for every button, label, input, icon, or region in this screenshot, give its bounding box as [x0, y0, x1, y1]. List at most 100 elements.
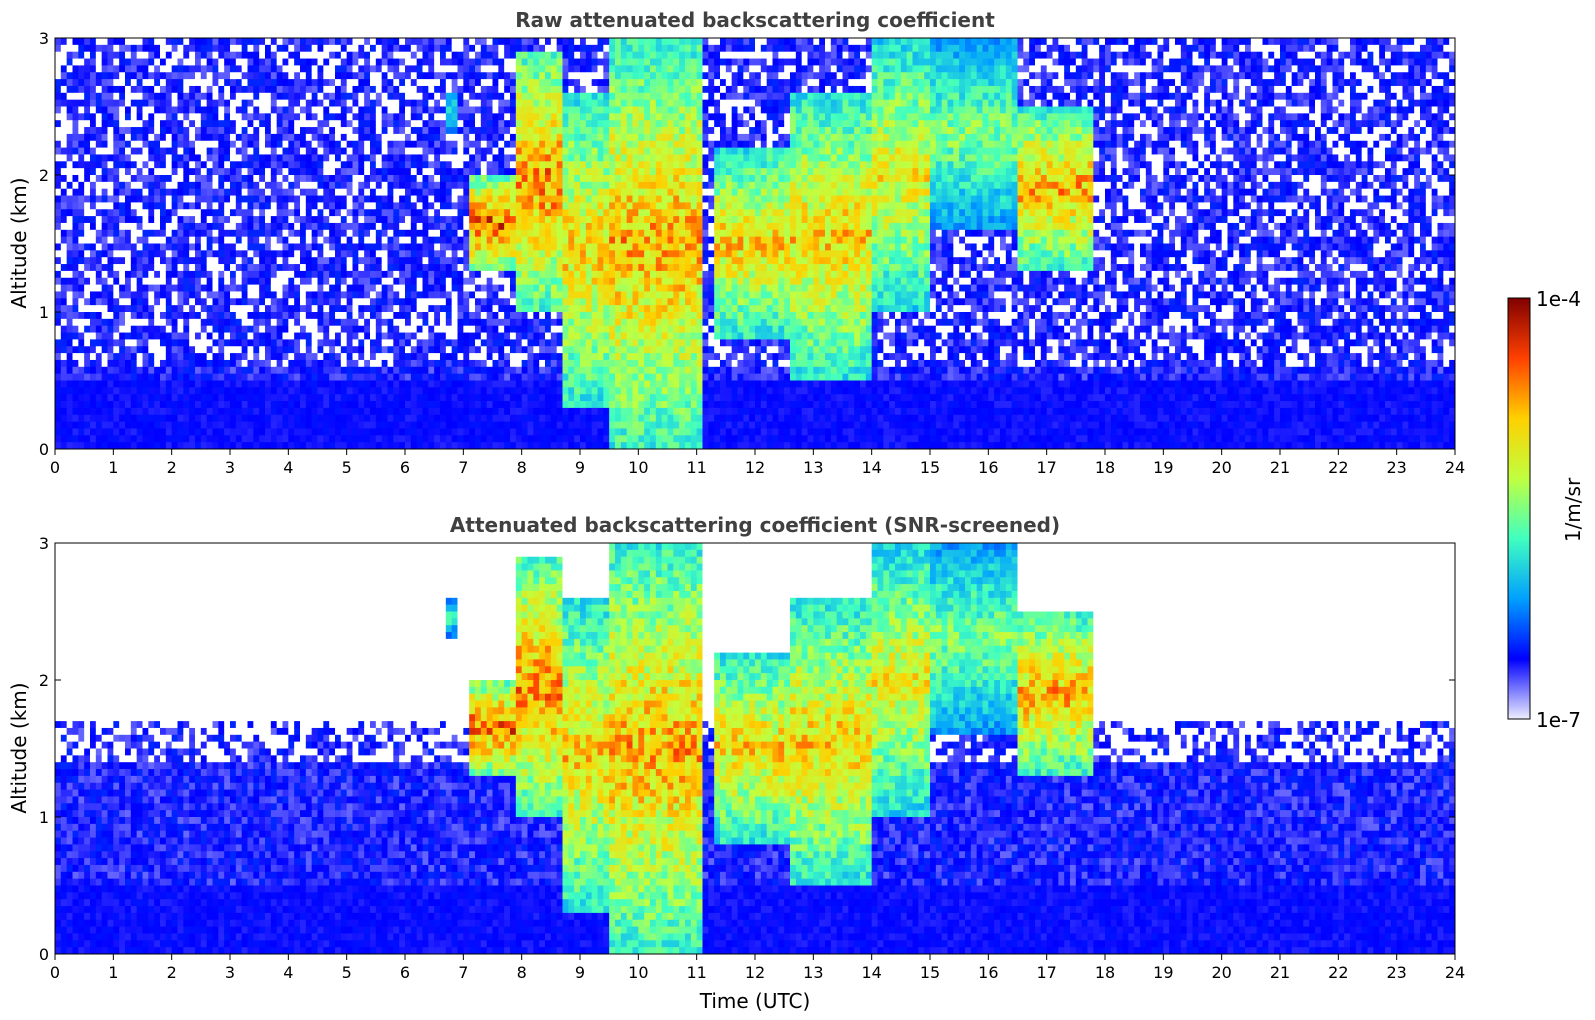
- heatmap-cell: [72, 305, 79, 313]
- heatmap-cell: [533, 161, 540, 169]
- heatmap-cell: [463, 133, 470, 142]
- heatmap-cell: [498, 257, 505, 265]
- heatmap-cell: [480, 127, 488, 135]
- heatmap-cell: [469, 387, 476, 395]
- heatmap-cell: [335, 339, 342, 347]
- heatmap-cell: [434, 236, 441, 244]
- heatmap-cell: [160, 401, 167, 409]
- heatmap-cell: [352, 202, 359, 210]
- heatmap-cell: [294, 58, 301, 66]
- heatmap-cell: [189, 407, 196, 416]
- heatmap-cell: [364, 407, 371, 416]
- heatmap-cell: [276, 291, 283, 299]
- heatmap-cell: [218, 222, 225, 231]
- heatmap-cell: [90, 38, 97, 46]
- heatmap-cell: [317, 394, 324, 402]
- heatmap-cell: [311, 72, 318, 80]
- heatmap-cell: [66, 435, 73, 443]
- heatmap-cell: [235, 229, 243, 238]
- heatmap-cell: [375, 339, 383, 347]
- heatmap-cell: [218, 414, 225, 422]
- heatmap-cell: [504, 298, 511, 306]
- heatmap-cell: [399, 257, 406, 265]
- heatmap-cell: [235, 421, 243, 429]
- heatmap-cell: [381, 312, 388, 320]
- heatmap-cell: [358, 401, 365, 409]
- heatmap-cell: [445, 428, 453, 436]
- heatmap-cell: [189, 44, 196, 53]
- heatmap-cell: [78, 270, 85, 279]
- heatmap-cell: [300, 236, 307, 244]
- heatmap-cell: [189, 250, 196, 258]
- heatmap-cell: [457, 353, 464, 361]
- heatmap-cell: [136, 113, 143, 121]
- heatmap-cell: [346, 147, 353, 155]
- heatmap-cell: [335, 291, 342, 299]
- heatmap-cell: [160, 407, 167, 416]
- heatmap-cell: [212, 243, 219, 251]
- heatmap-cell: [469, 147, 476, 155]
- heatmap-cell: [527, 236, 534, 244]
- heatmap-cell: [311, 442, 318, 450]
- heatmap-cell: [510, 264, 517, 272]
- heatmap-cell: [393, 442, 400, 450]
- heatmap-cell: [265, 243, 272, 251]
- heatmap-cell: [165, 92, 173, 101]
- heatmap-cell: [165, 154, 173, 162]
- heatmap-cell: [218, 147, 225, 155]
- heatmap-cell: [533, 394, 540, 402]
- heatmap-cell: [358, 168, 365, 176]
- heatmap-cell: [247, 168, 254, 176]
- heatmap-cell: [177, 401, 184, 409]
- heatmap-cell: [113, 154, 120, 162]
- heatmap-cell: [183, 85, 190, 94]
- heatmap-cell: [480, 414, 488, 422]
- heatmap-cell: [95, 366, 103, 375]
- heatmap-cell: [183, 442, 190, 450]
- heatmap-cell: [212, 175, 219, 183]
- heatmap-cell: [434, 181, 441, 190]
- heatmap-cell: [416, 407, 423, 416]
- heatmap-cell: [370, 99, 377, 107]
- heatmap-cell: [212, 421, 219, 429]
- heatmap-cell: [352, 387, 359, 395]
- heatmap-cell: [445, 346, 453, 354]
- heatmap-cell: [66, 195, 73, 203]
- heatmap-cell: [445, 353, 453, 361]
- heatmap-cell: [136, 325, 143, 333]
- heatmap-cell: [130, 270, 138, 279]
- heatmap-cell: [154, 277, 161, 285]
- heatmap-cell: [346, 414, 353, 422]
- heatmap-cell: [253, 168, 260, 176]
- heatmap-cell: [72, 236, 79, 244]
- heatmap-cell: [440, 133, 447, 142]
- heatmap-cell: [335, 401, 342, 409]
- heatmap-cell: [533, 127, 540, 135]
- heatmap-cell: [259, 222, 266, 231]
- heatmap-cell: [136, 243, 143, 251]
- heatmap-cell: [445, 325, 453, 333]
- heatmap-cell: [486, 79, 493, 87]
- heatmap-cell: [218, 380, 225, 388]
- heatmap-cell: [241, 127, 248, 135]
- heatmap-cell: [492, 394, 499, 402]
- heatmap-cell: [55, 442, 62, 450]
- heatmap-cell: [230, 284, 237, 292]
- heatmap-cell: [212, 38, 219, 46]
- heatmap-cell: [300, 394, 307, 402]
- heatmap-cell: [142, 305, 149, 313]
- heatmap-cell: [317, 264, 324, 272]
- heatmap-cell: [60, 65, 68, 73]
- heatmap-cell: [469, 325, 476, 333]
- heatmap-cell: [183, 325, 190, 333]
- heatmap-cell: [381, 209, 388, 217]
- heatmap-cell: [189, 270, 196, 279]
- heatmap-cell: [492, 72, 499, 80]
- heatmap-cell: [206, 161, 213, 169]
- heatmap-cell: [224, 359, 231, 368]
- heatmap-cell: [282, 442, 289, 450]
- heatmap-cell: [224, 236, 231, 244]
- heatmap-cell: [533, 298, 540, 306]
- heatmap-cell: [195, 373, 202, 381]
- heatmap-cell: [451, 421, 458, 429]
